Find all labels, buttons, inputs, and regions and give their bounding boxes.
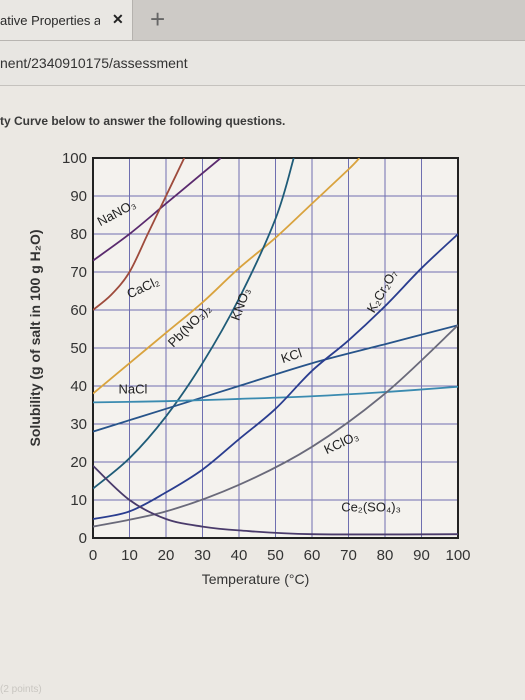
x-tick-label-80: 80: [377, 547, 394, 564]
x-tick-label-50: 50: [267, 547, 284, 564]
x-tick-label-10: 10: [121, 547, 138, 564]
y-tick-label-50: 50: [70, 340, 87, 357]
new-tab-icon[interactable]: +: [150, 4, 166, 34]
tab-bar: ative Properties an ✕ +: [0, 0, 525, 41]
series-line-4: [93, 324, 458, 433]
y-tick-label-100: 100: [62, 150, 87, 167]
x-tick-label-60: 60: [304, 547, 321, 564]
series-line-3: [93, 158, 295, 490]
question-instruction: ty Curve below to answer the following q…: [0, 114, 286, 128]
series-label-5: NaCl: [119, 382, 148, 397]
x-tick-label-100: 100: [445, 547, 470, 564]
close-icon[interactable]: ✕: [112, 11, 124, 27]
x-tick-label-40: 40: [231, 547, 248, 564]
address-bar[interactable]: nent/2340910175/assessment: [0, 41, 525, 86]
y-tick-label-60: 60: [70, 302, 87, 319]
y-tick-label-30: 30: [70, 416, 87, 433]
y-tick-label-0: 0: [79, 530, 87, 547]
series-line-1: [93, 158, 186, 311]
series-line-2: [93, 158, 361, 395]
y-tick-label-70: 70: [70, 264, 87, 281]
page-content: ty Curve below to answer the following q…: [0, 86, 525, 700]
x-tick-label-20: 20: [158, 547, 175, 564]
y-tick-label-80: 80: [70, 226, 87, 243]
x-tick-label-90: 90: [413, 547, 430, 564]
x-tick-label-30: 30: [194, 547, 211, 564]
series-label-8: Ce₂(SO₄)₃: [341, 499, 401, 514]
x-axis-label: Temperature (°C): [202, 571, 310, 587]
y-tick-label-90: 90: [70, 188, 87, 205]
y-axis-label: Solubility (g of salt in 100 g H₂O): [27, 229, 43, 446]
series-line-5: [93, 385, 458, 404]
solubility-chart: 0 10 20 30 40 50 60 70 80 90 100 0 10 20 30 40 50 60 70 80 9…: [27, 150, 471, 587]
series-line-7: [93, 324, 458, 528]
url-text[interactable]: nent/2340910175/assessment: [0, 55, 188, 71]
y-tick-label-40: 40: [70, 378, 87, 395]
series-line-0: [93, 158, 222, 262]
y-tick-label-20: 20: [70, 454, 87, 471]
x-tick-label-70: 70: [340, 547, 357, 564]
tab-title: ative Properties an: [0, 13, 100, 28]
series-line-8: [93, 465, 458, 536]
points-label: (2 points): [0, 684, 42, 695]
plot-frame: [92, 157, 459, 539]
y-tick-label-10: 10: [70, 492, 87, 509]
series-label-4: KCl: [279, 345, 304, 366]
tab-assessment[interactable]: ative Properties an ✕: [0, 0, 133, 40]
x-tick-label-0: 0: [89, 547, 97, 564]
series-line-6: [93, 233, 458, 520]
